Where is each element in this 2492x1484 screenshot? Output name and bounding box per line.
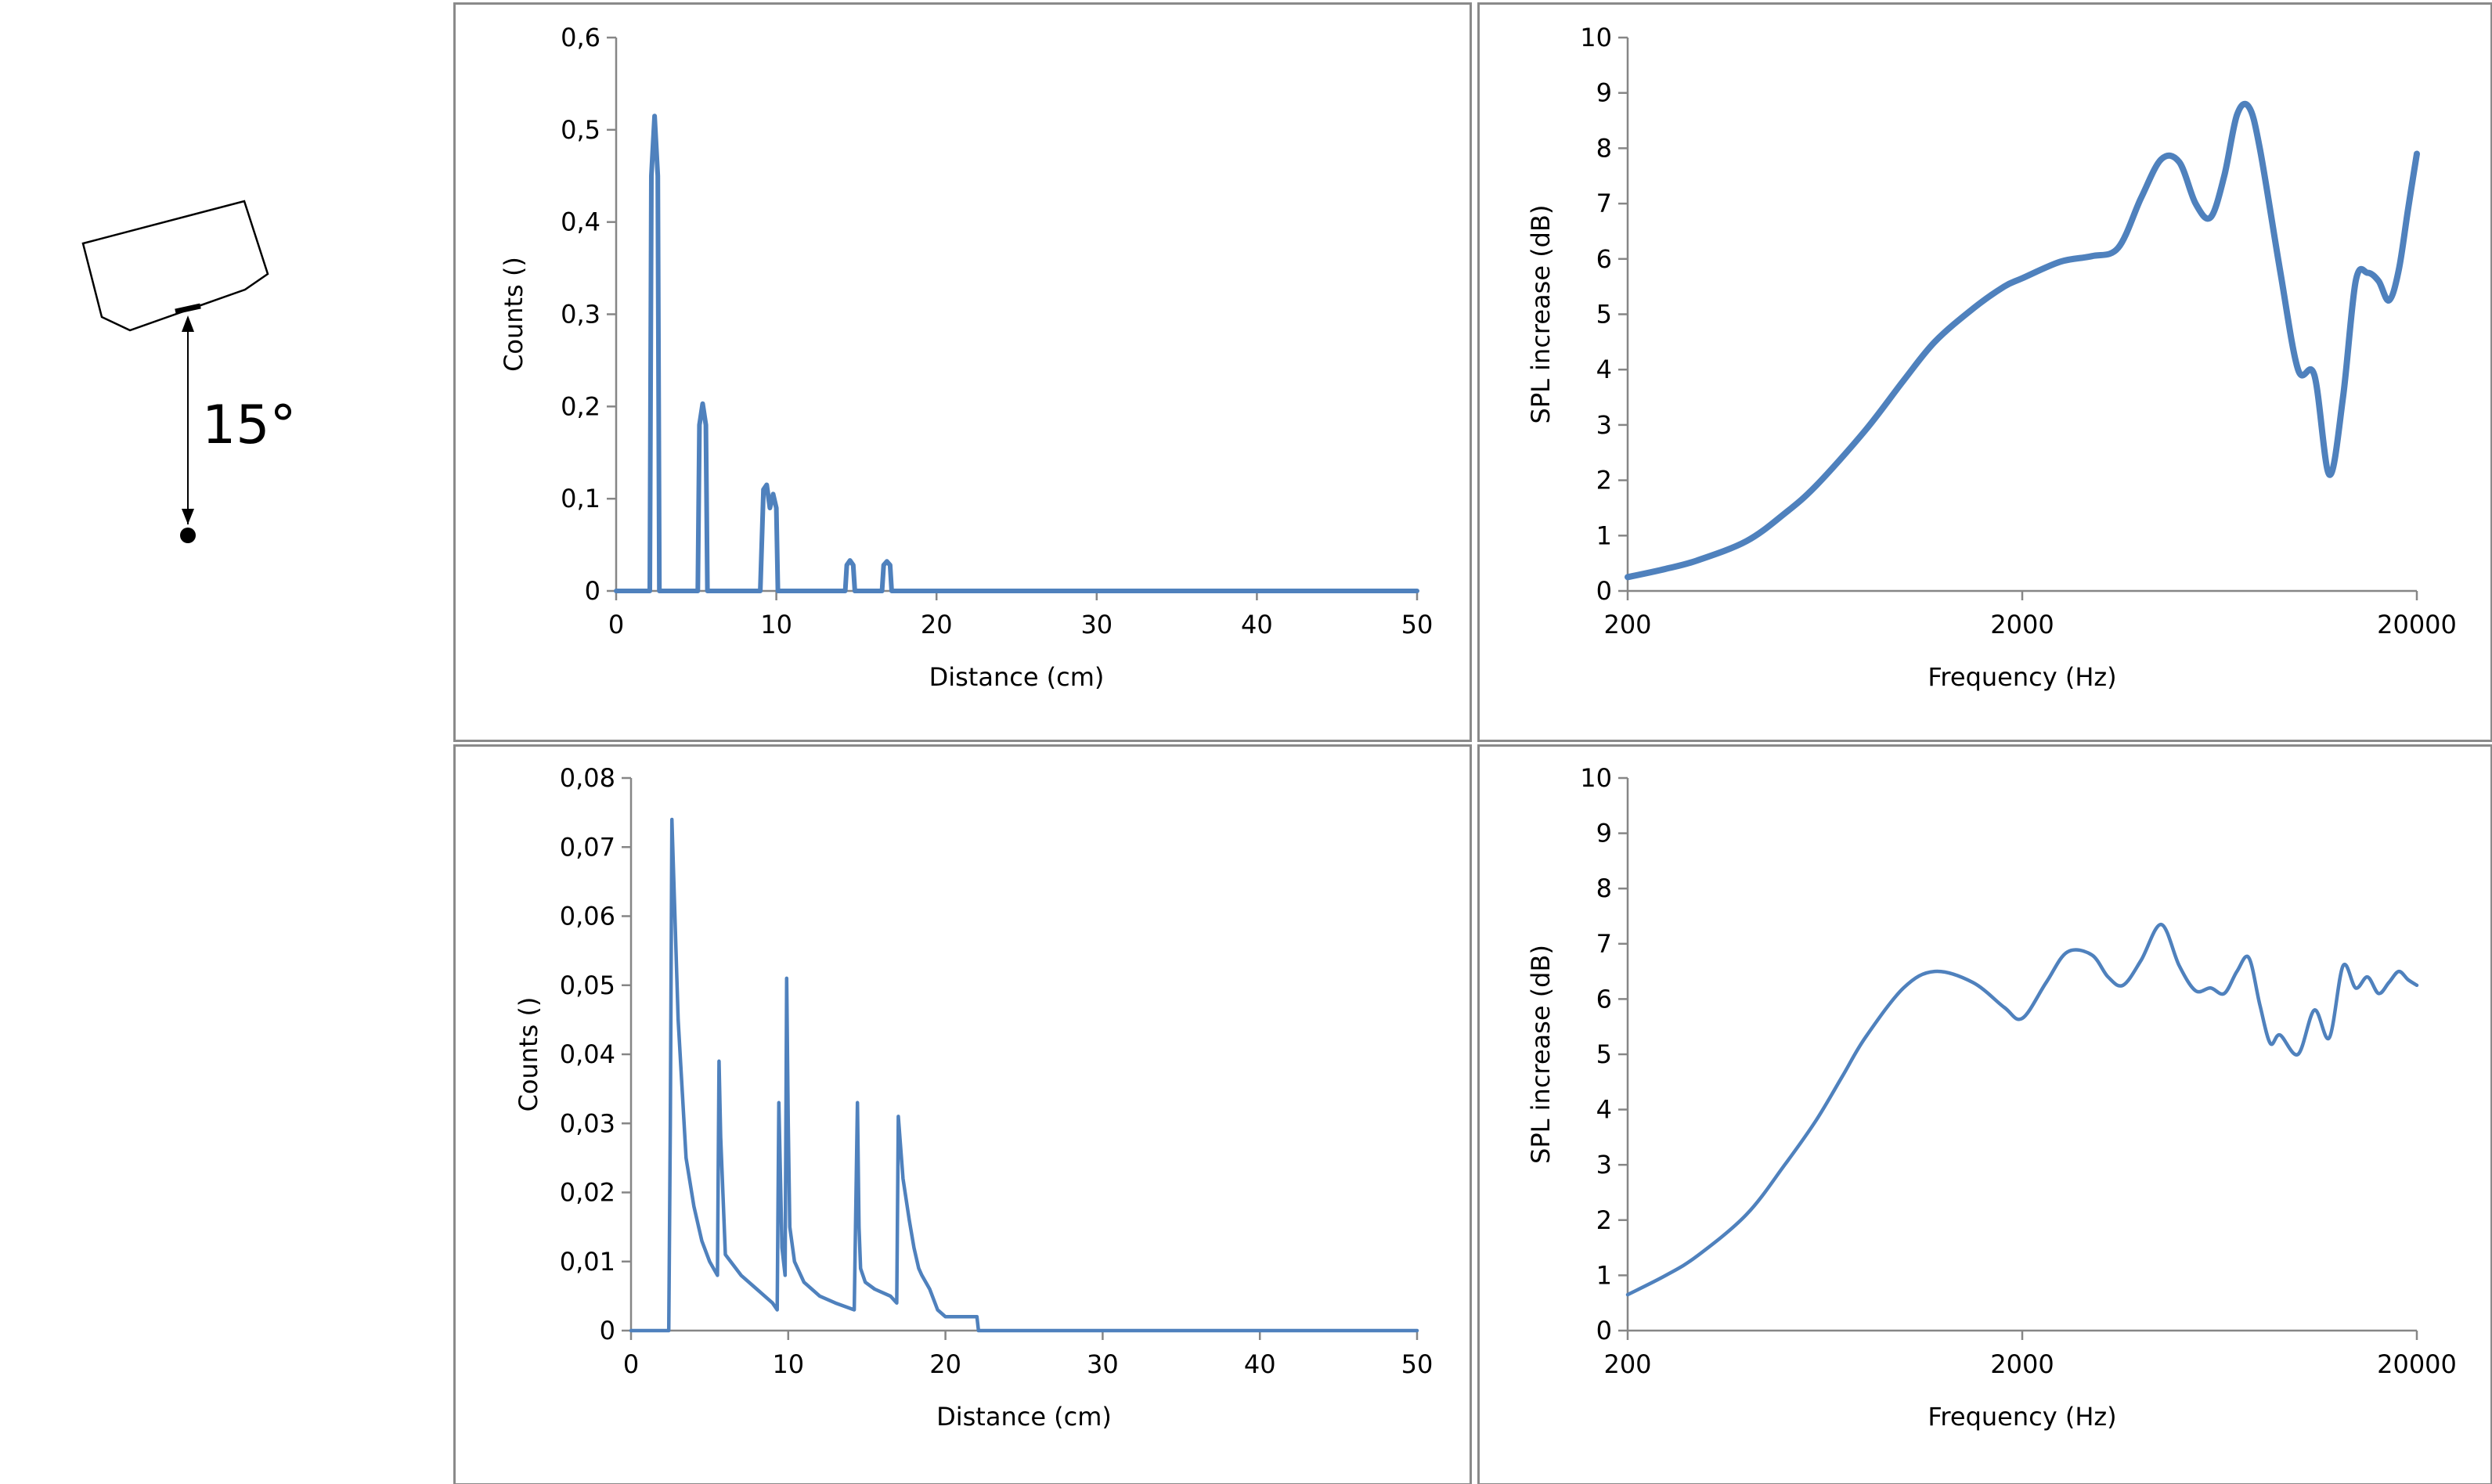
x-axis-title: Frequency (Hz) [1928,1402,2116,1432]
chart-panel-4: 0 1 2 3 4 5 6 7 8 9 10 200 2000 20000 Frequency (Hz) SP… [1477,744,2492,1484]
arrow-head-up [182,315,194,332]
chart-panel-3: 0 0,01 0,02 0,03 0,04 0,05 0,06 0,07 0,08 0 10 20 30… [453,744,1472,1484]
y-tick-label: 0,04 [560,1039,615,1069]
x-tick-label: 20000 [2377,1349,2457,1379]
x-tick-label: 40 [1244,1349,1276,1379]
x-tick-label: 20000 [2377,610,2457,639]
y-tick-label: 0 [585,576,600,606]
y-tick-label: 2 [1596,466,1612,495]
y-axis-title: Counts () [499,257,528,372]
chart-panel-1: 0 0,1 0,2 0,3 0,4 0,5 0,6 0 10 20 30 40 50 Distance (… [453,2,1472,742]
y-tick-label: 5 [1596,300,1612,330]
y-tick-label: 10 [1580,763,1612,793]
x-axis-title: Distance (cm) [936,1402,1112,1432]
y-tick-label: 0,06 [560,902,615,931]
y-tick-label: 0,05 [560,971,615,1000]
panel-border [453,2,1472,742]
y-tick-label: 3 [1596,410,1612,440]
loudspeaker-outline [81,200,269,332]
x-tick-label: 50 [1401,1349,1434,1379]
y-tick-label: 0,02 [560,1178,615,1208]
x-tick-label: 0 [608,610,624,639]
y-tick-label: 9 [1596,78,1612,108]
y-axis-title: SPL increase (dB) [1526,945,1556,1164]
series-line-1 [614,113,1419,593]
y-tick-label: 0,4 [561,207,600,237]
y-tick-label: 6 [1596,984,1612,1014]
y-tick-label: 0,01 [560,1247,615,1277]
listening-point-dot [180,528,196,543]
y-axis-title: SPL increase (dB) [1526,205,1556,424]
x-axis-title: Frequency (Hz) [1928,662,2116,692]
panel-border [1477,2,2492,742]
panel-border [453,744,1472,1484]
x-tick-label: 20 [929,1349,961,1379]
y-tick-label: 8 [1596,133,1612,163]
angle-diagram: 15° [81,200,297,543]
y-tick-label: 1 [1596,1260,1612,1290]
y-tick-label: 0 [1596,576,1612,606]
y-tick-label: 0 [600,1316,615,1345]
x-tick-label: 10 [760,610,792,639]
y-tick-label: 3 [1596,1150,1612,1180]
x-tick-label: 2000 [1990,610,2054,639]
y-tick-label: 0,2 [561,391,600,421]
speaker-driver-mark [175,303,201,315]
y-tick-label: 0 [1596,1316,1612,1345]
y-tick-label: 1 [1596,520,1612,550]
y-tick-label: 2 [1596,1205,1612,1235]
y-tick-label: 8 [1596,873,1612,903]
x-tick-label: 50 [1401,610,1434,639]
series-line-1 [629,817,1419,1333]
y-tick-label: 0,08 [560,763,615,793]
arrow-head-down [182,509,194,524]
series-line-1 [1625,922,2419,1297]
angle-label: 15° [202,394,297,456]
x-tick-label: 200 [1603,610,1651,639]
x-tick-label: 0 [623,1349,639,1379]
chart-panel-2: 0 1 2 3 4 5 6 7 8 9 10 200 2000 20000 Frequency (Hz) SP… [1477,2,2492,742]
series-line-1 [1625,100,2420,581]
y-tick-label: 6 [1596,244,1612,274]
y-tick-label: 7 [1596,929,1612,959]
y-tick-label: 7 [1596,189,1612,218]
y-tick-label: 4 [1596,355,1612,384]
y-tick-label: 0,03 [560,1108,615,1138]
y-tick-label: 4 [1596,1095,1612,1125]
x-tick-label: 30 [1087,1349,1119,1379]
x-tick-label: 40 [1241,610,1273,639]
y-tick-label: 9 [1596,819,1612,848]
y-tick-label: 0,3 [561,300,600,330]
x-tick-label: 20 [921,610,953,639]
y-tick-label: 0,5 [561,115,600,145]
x-tick-label: 30 [1080,610,1113,639]
y-tick-label: 5 [1596,1039,1612,1069]
panel-border [1477,744,2492,1484]
y-tick-label: 0,1 [561,484,600,513]
x-axis-title: Distance (cm) [929,662,1105,692]
y-tick-label: 0,6 [561,23,600,52]
x-tick-label: 2000 [1990,1349,2054,1379]
x-tick-label: 200 [1603,1349,1651,1379]
y-tick-label: 0,07 [560,832,615,862]
y-axis-title: Counts () [514,997,543,1112]
y-tick-label: 10 [1580,23,1612,52]
x-tick-label: 10 [772,1349,804,1379]
